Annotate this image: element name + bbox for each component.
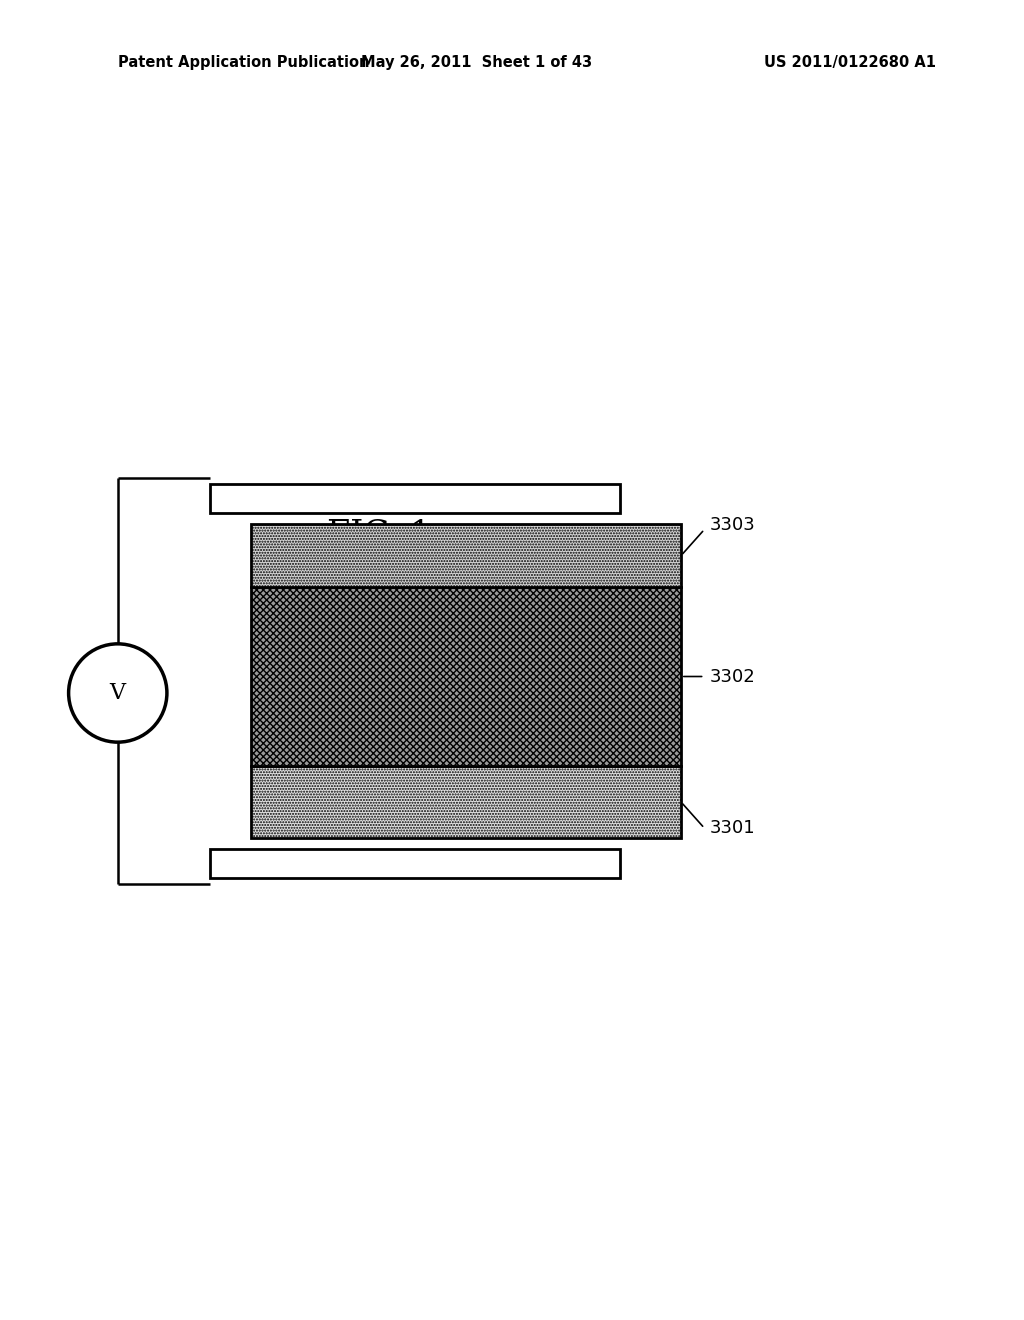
- Text: V: V: [110, 682, 126, 704]
- Bar: [210, 484, 620, 513]
- Bar: [251, 766, 681, 838]
- Ellipse shape: [69, 644, 167, 742]
- Text: 3302: 3302: [710, 668, 756, 685]
- Text: May 26, 2011  Sheet 1 of 43: May 26, 2011 Sheet 1 of 43: [360, 54, 592, 70]
- Bar: [251, 587, 681, 766]
- Text: US 2011/0122680 A1: US 2011/0122680 A1: [764, 54, 936, 70]
- Text: FIG. 1: FIG. 1: [327, 519, 431, 550]
- Bar: [210, 849, 620, 878]
- Text: 3303: 3303: [710, 516, 756, 535]
- Bar: [251, 524, 681, 587]
- Text: Patent Application Publication: Patent Application Publication: [118, 54, 370, 70]
- Text: 3301: 3301: [710, 820, 756, 837]
